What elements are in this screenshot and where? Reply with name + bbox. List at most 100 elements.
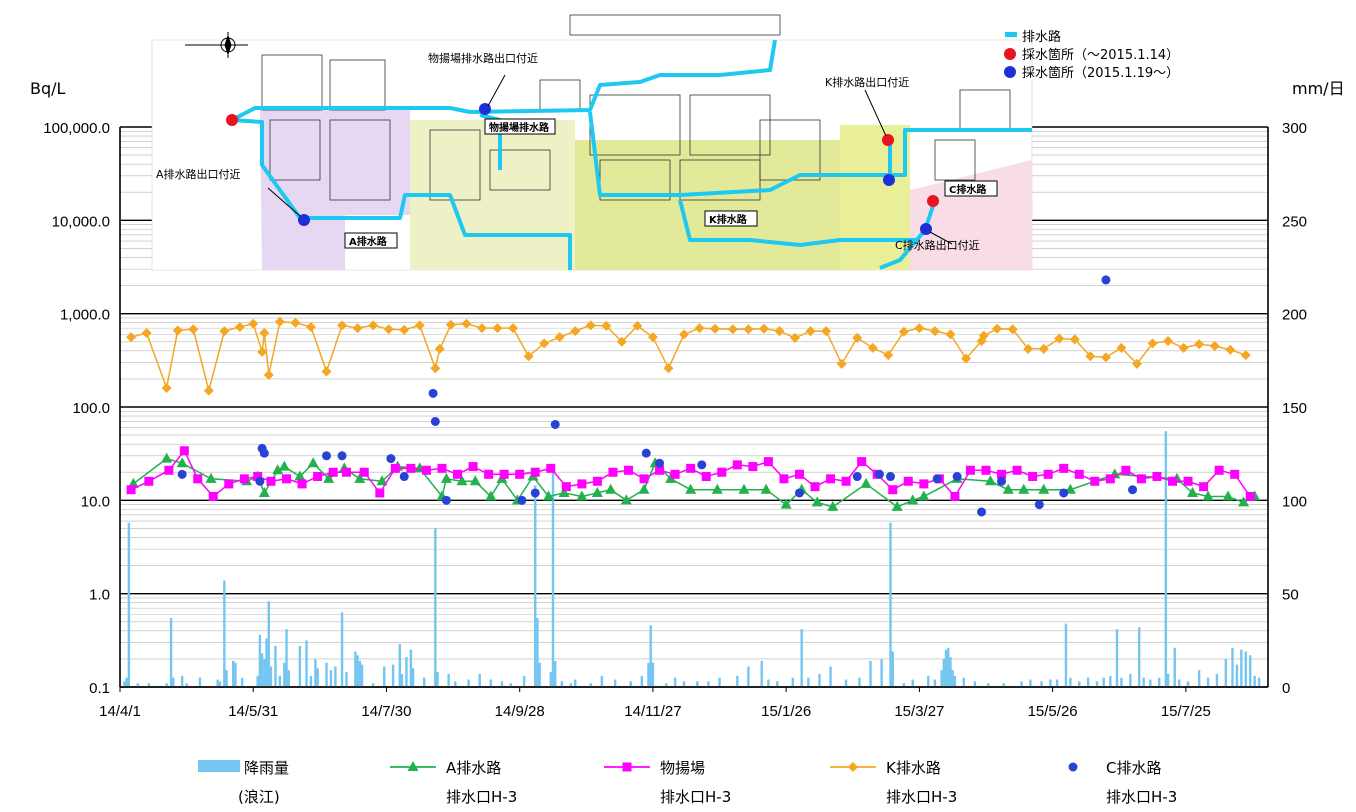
triangle-marker [711,483,723,494]
rainfall-bar [858,677,861,687]
rainfall-bar [589,683,592,687]
rainfall-bar [172,677,175,687]
triangle-marker [258,486,270,497]
rainfall-bar [467,679,470,687]
sample-point-a-old [226,114,238,126]
rainfall-bar [423,677,426,687]
rainfall-bar [1177,679,1181,687]
square-marker [1012,465,1022,475]
circle-marker [952,472,962,482]
rainfall-bar [1064,623,1068,687]
circle-marker [322,451,332,461]
diamond-marker [399,324,410,335]
square-marker [965,465,975,475]
y-right-tick-label: 250 [1282,213,1307,230]
compass-icon [185,32,248,58]
diamond-marker [710,323,721,334]
label-c-outlet: C排水路出口付近 [895,238,980,252]
diamond-marker [883,350,894,361]
square-marker [1245,491,1255,501]
square-marker [1214,465,1224,475]
square-marker [1028,472,1038,482]
triangle-marker [307,457,319,468]
rainfall-bar [891,651,894,687]
triangle-marker [1222,490,1234,501]
diamond-marker [585,320,596,331]
square-marker [701,472,711,482]
square-marker [164,465,174,475]
rainfall-bar [198,677,202,687]
square-marker [686,463,696,473]
circle-marker [852,472,862,482]
x-tick-label: 14/7/30 [361,703,411,720]
rainfall-bar [240,677,244,687]
rainfall-bar [1109,675,1112,687]
rainfall-bar [522,675,526,687]
circle-marker [337,451,347,461]
diamond-marker [263,370,274,381]
triangle-marker [1202,490,1214,501]
zone-k-east-area [840,125,910,270]
rainfall-bar [354,651,357,687]
rainfall-bar [1095,681,1099,687]
y-right-axis-label: mm/日 [1292,79,1345,98]
rainfall-bar [127,522,131,687]
diamond-marker [430,363,441,374]
triangle-marker [827,500,839,511]
inset-callouts [267,74,953,245]
rainfall-bar [329,670,333,687]
rainfall-bar [933,679,937,687]
rainfall-bar [767,679,770,687]
label-k-channel: K排水路 [709,213,748,226]
rainfall-bar [185,683,188,687]
legend-label-line2: 排水口H-3 [1106,788,1177,806]
zone-k-area [575,140,840,270]
data-series [126,275,1261,517]
square-marker [406,463,416,473]
square-marker [1121,465,1131,475]
triangle-marker [811,496,823,507]
square-marker [253,472,263,482]
diamond-marker [1007,324,1018,335]
rainfall-bar [1235,664,1239,687]
rainfall-bar [953,675,957,687]
rainfall-bar [1166,673,1170,687]
x-tick-label: 15/3/27 [894,703,944,720]
triangle-marker [558,486,570,497]
x-tick-label: 14/5/31 [228,703,278,720]
square-marker [1074,469,1084,479]
triangle-marker [620,494,632,505]
square-marker [1168,476,1178,486]
rainfall-bar [447,673,450,687]
rainfall-bar [962,677,965,687]
rainfall-bar [263,659,266,687]
y-left-tick-label: 1,000.0 [60,307,110,324]
y-left-tick-label: 10.0 [81,493,110,510]
triangle-marker [407,761,419,771]
rainfall-bar [1206,677,1210,687]
rainfall-bar [940,670,943,687]
rainfall-bar [682,681,686,687]
x-tick-label: 14/4/1 [99,703,141,720]
rainfall-bar [927,675,930,687]
diamond-marker [992,323,1003,334]
triangle-marker [576,490,588,501]
diamond-marker [848,762,858,772]
diamond-marker [161,382,172,393]
diamond-marker [727,324,738,335]
square-marker [193,474,203,484]
sample-point-k-old [882,134,894,146]
rainfall-bar [411,668,415,687]
rainfall-bar [538,662,541,687]
rainfall-bar [1078,681,1081,687]
diamond-marker [836,358,847,369]
square-marker [313,472,323,482]
rainfall-bar [1157,677,1161,687]
diamond-marker [867,342,878,353]
diamond-marker [743,324,754,335]
rainfall-bar [232,660,235,687]
rainfall-bar [298,645,302,687]
triangle-marker [685,483,697,494]
y-right-tick-label: 0 [1282,680,1290,697]
triangle-marker [294,470,306,481]
